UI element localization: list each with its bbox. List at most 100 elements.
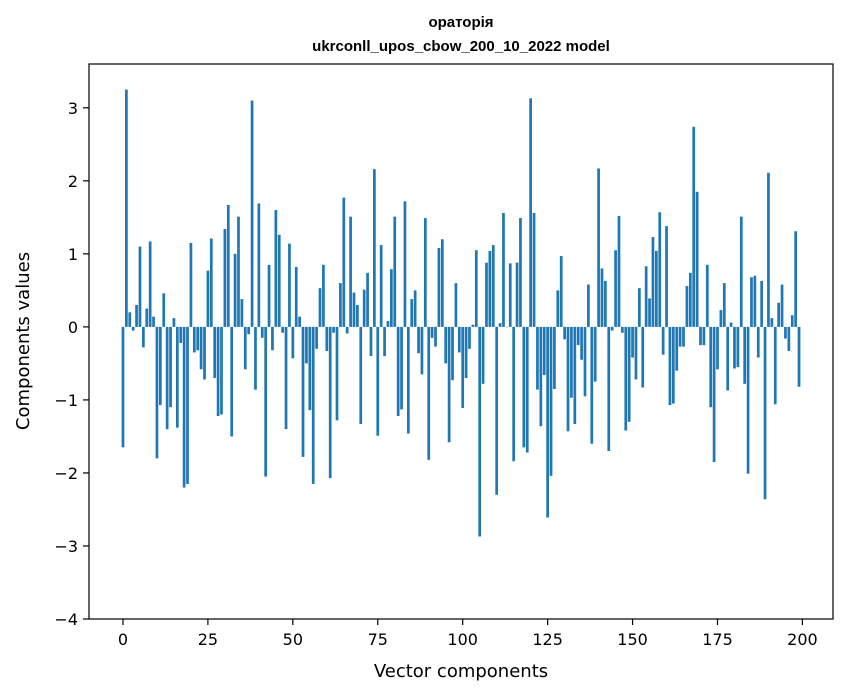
bar-73 (369, 326, 373, 357)
bar-144 (610, 326, 614, 331)
bar-46 (277, 234, 281, 327)
bar-102 (468, 326, 471, 349)
plot-frame (88, 63, 834, 620)
bar-54 (305, 326, 308, 364)
bar-129 (559, 256, 563, 327)
bar-61 (328, 326, 332, 479)
bar-157 (654, 250, 658, 327)
bar-44 (271, 326, 274, 351)
bar-72 (366, 272, 369, 327)
bar-11 (158, 326, 162, 406)
bar-38 (250, 100, 254, 327)
bar-199 (797, 326, 801, 387)
bar-143 (607, 326, 611, 452)
bar-187 (756, 326, 760, 358)
x-tick-label-25: 25 (198, 630, 218, 649)
bar-130 (563, 326, 566, 340)
bar-170 (699, 326, 702, 346)
bar-106 (481, 326, 485, 384)
x-tick-label-150: 150 (617, 630, 648, 649)
x-tick-label-0: 0 (118, 630, 128, 649)
bar-41 (260, 326, 264, 338)
bar-115 (512, 326, 516, 462)
bar-50 (291, 326, 295, 359)
bar-80 (393, 216, 397, 327)
bar-182 (739, 216, 743, 327)
bar-25 (206, 270, 210, 327)
bar-26 (209, 238, 213, 327)
bar-107 (485, 262, 488, 327)
bar-84 (406, 326, 410, 434)
bar-193 (777, 302, 780, 327)
bar-109 (491, 245, 495, 327)
bar-82 (400, 326, 403, 410)
bar-156 (651, 237, 655, 327)
bar-97 (451, 326, 454, 381)
bar-85 (410, 299, 414, 327)
bar-118 (522, 326, 526, 448)
bar-0 (121, 326, 125, 448)
bar-69 (356, 304, 359, 327)
bar-45 (274, 210, 278, 327)
bar-133 (573, 326, 577, 425)
bar-155 (648, 298, 651, 327)
bar-71 (362, 289, 366, 327)
bar-100 (461, 326, 465, 408)
bar-33 (233, 253, 237, 327)
x-tick-label-200: 200 (787, 630, 818, 649)
bar-57 (315, 326, 318, 349)
bar-162 (671, 326, 675, 404)
bar-89 (423, 218, 427, 327)
bar-75 (376, 326, 380, 436)
bar-8 (148, 241, 152, 327)
bar-81 (396, 326, 400, 416)
x-tick-label-175: 175 (702, 630, 733, 649)
bar-56 (311, 326, 315, 484)
bar-117 (519, 218, 522, 327)
bar-34 (237, 216, 240, 327)
bar-96 (447, 326, 451, 443)
bar-178 (726, 326, 730, 391)
bar-66 (345, 326, 349, 334)
bar-105 (478, 326, 482, 537)
bar-168 (692, 126, 696, 327)
bar-140 (597, 168, 600, 327)
bar-49 (288, 243, 291, 327)
bar-51 (294, 267, 298, 327)
y-axis-ticks: −4 −3 −2 −1 0 1 2 3 (54, 99, 89, 629)
bar-103 (471, 324, 475, 327)
bar-161 (668, 326, 672, 406)
bar-94 (440, 239, 444, 327)
bar-31 (226, 204, 230, 327)
bar-190 (767, 172, 770, 327)
bar-124 (542, 326, 546, 376)
bar-172 (705, 264, 709, 327)
bar-47 (281, 326, 284, 333)
bar-14 (169, 326, 172, 408)
bar-1 (125, 89, 128, 327)
y-tick-label-1: 1 (68, 245, 78, 264)
y-tick-label--1: −1 (54, 391, 78, 410)
y-tick-label--3: −3 (54, 537, 78, 556)
bar-99 (457, 326, 461, 353)
bar-139 (593, 326, 597, 382)
bar-185 (750, 277, 753, 327)
bar-19 (186, 326, 189, 484)
bar-192 (773, 326, 777, 405)
bar-186 (753, 275, 757, 327)
bar-112 (502, 212, 505, 327)
x-tick-label-100: 100 (447, 630, 478, 649)
bar-9 (152, 316, 155, 327)
bar-150 (631, 326, 634, 358)
bar-67 (349, 216, 352, 327)
bar-151 (634, 326, 638, 380)
bar-197 (790, 315, 794, 327)
bar-30 (223, 229, 227, 327)
bar-79 (390, 269, 393, 327)
bar-7 (145, 308, 149, 327)
x-tick-label-50: 50 (283, 630, 303, 649)
bar-93 (437, 248, 441, 327)
bar-101 (464, 326, 468, 379)
bar-120 (529, 98, 532, 327)
